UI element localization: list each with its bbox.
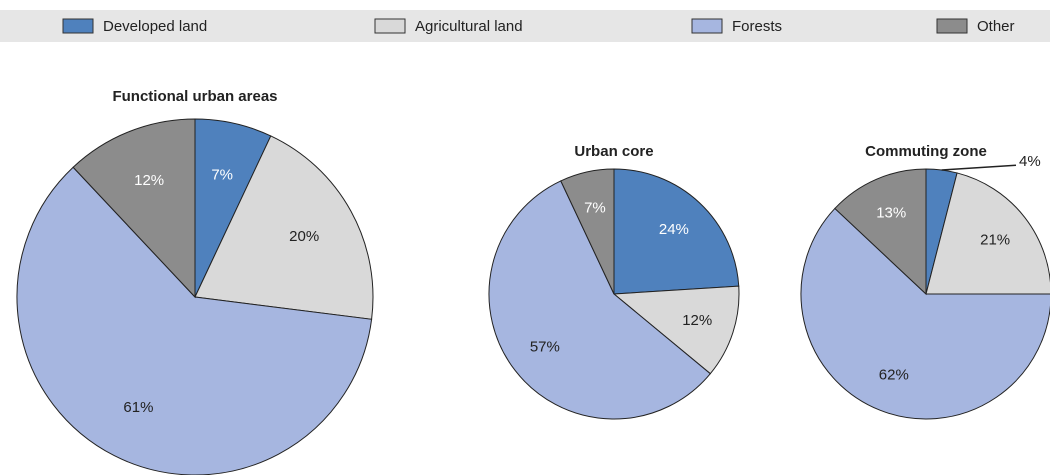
pie-slice [72,118,196,299]
legend-label: Agricultural land [415,18,523,35]
chart-title: Commuting zone [865,143,987,160]
data-label: 7% [584,200,606,217]
data-label: 4% [1019,153,1041,170]
pie-slice [800,207,1050,420]
legend-label: Forests [732,18,782,35]
legend-swatch [62,18,94,34]
data-label: 62% [879,366,909,383]
legend-background [0,10,1050,42]
pie-slice [613,168,740,295]
data-label: 12% [134,172,164,189]
pie-slice [16,166,373,475]
pie-slice [488,180,712,420]
data-label: 7% [211,166,233,183]
pie-slice [834,168,927,296]
legend-label: Developed land [103,18,207,35]
legend-swatch [936,18,968,34]
legend-label: Other [977,18,1015,35]
legend-swatch [374,18,406,34]
data-label: 57% [530,339,560,356]
data-label: 21% [980,231,1010,248]
leader-line [941,164,1017,171]
data-label: 61% [123,399,153,416]
data-label: 12% [682,312,712,329]
data-label: 20% [289,228,319,245]
pie-slice [560,168,615,295]
legend-swatch [691,18,723,34]
pie-slice [612,285,740,375]
chart-title: Urban core [574,143,653,160]
chart-title: Functional urban areas [112,88,277,105]
pie-slice [194,135,374,320]
data-label: 13% [876,205,906,222]
data-label: 24% [659,221,689,238]
